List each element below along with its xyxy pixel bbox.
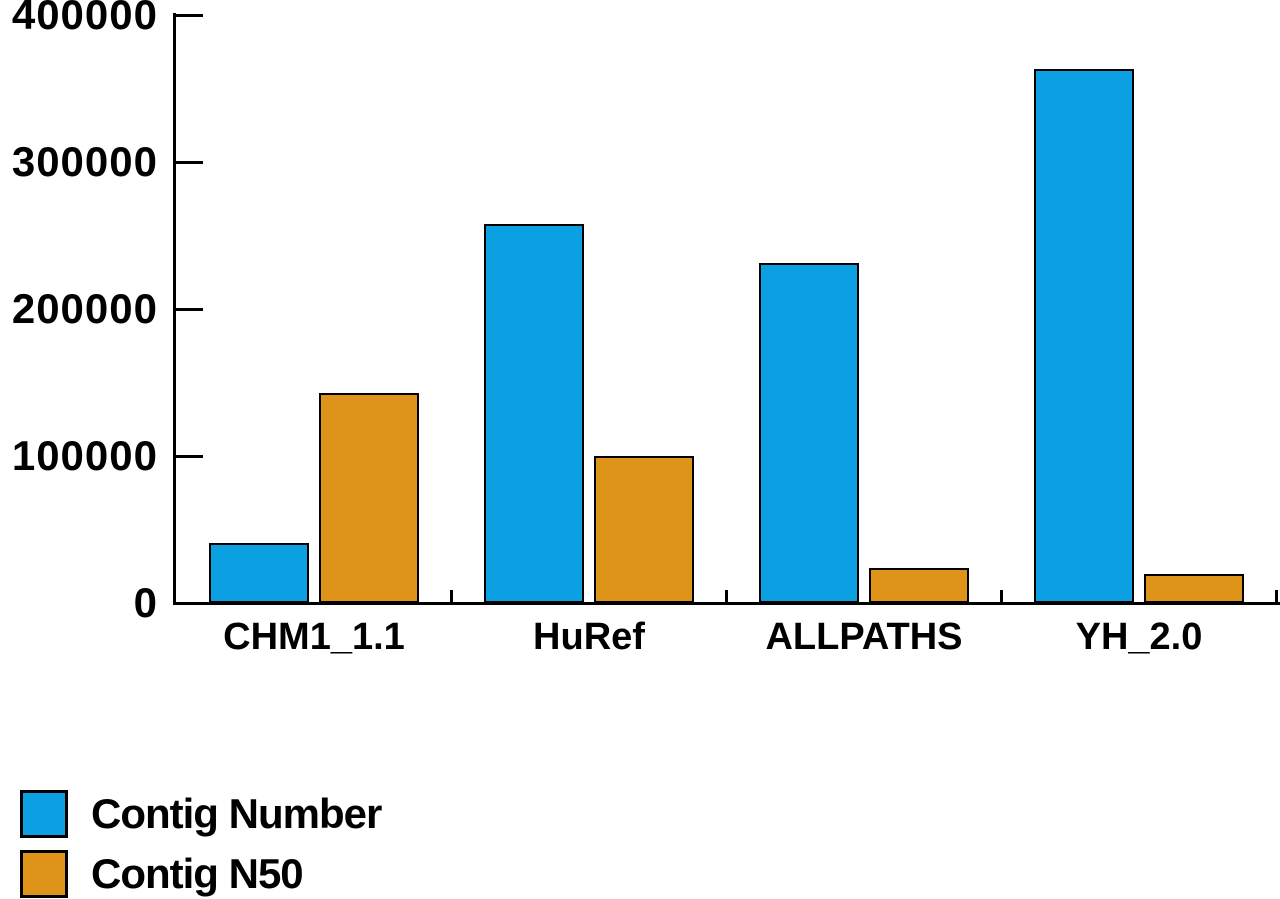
y-axis-tick-label: 100000 (11, 432, 158, 479)
x-axis-tick (724, 590, 728, 603)
bar-contig-number (759, 263, 859, 603)
y-axis-tick (176, 454, 203, 458)
y-axis-tick (176, 601, 203, 605)
legend-swatch-contig-number (20, 790, 68, 838)
bar-contig-n50 (1144, 574, 1244, 603)
x-axis-category-label: CHM1_1.1 (223, 616, 405, 658)
bar-contig-n50 (869, 568, 969, 603)
y-axis-line (173, 13, 176, 605)
legend: Contig Number Contig N50 (20, 790, 382, 898)
x-axis-line (173, 602, 1280, 605)
bar-contig-n50 (319, 393, 419, 603)
x-axis-tick (999, 590, 1003, 603)
y-axis-tick (176, 307, 203, 311)
legend-item-contig-n50: Contig N50 (20, 850, 381, 898)
y-axis-tick (176, 160, 203, 164)
y-axis-tick (176, 13, 203, 17)
legend-item-contig-number: Contig Number (20, 790, 382, 838)
x-axis-category-label: YH_2.0 (1075, 616, 1203, 658)
y-axis-tick-label: 400000 (11, 0, 158, 38)
y-axis-tick-label: 200000 (11, 285, 158, 332)
x-axis-tick (1274, 590, 1278, 603)
legend-swatch-contig-n50 (20, 850, 68, 898)
y-axis-tick-label: 0 (133, 579, 158, 626)
bar-contig-number (484, 224, 584, 603)
x-axis-tick (449, 590, 453, 603)
x-axis-category-label: HuRef (533, 616, 645, 658)
bar-contig-number (1034, 69, 1134, 603)
y-axis-tick-label: 300000 (11, 138, 158, 185)
x-axis-category-label: ALLPATHS (765, 616, 963, 658)
legend-label-contig-number: Contig Number (91, 790, 382, 837)
bar-contig-n50 (594, 456, 694, 603)
legend-label-contig-n50: Contig N50 (91, 850, 304, 897)
bar-contig-number (209, 543, 309, 603)
